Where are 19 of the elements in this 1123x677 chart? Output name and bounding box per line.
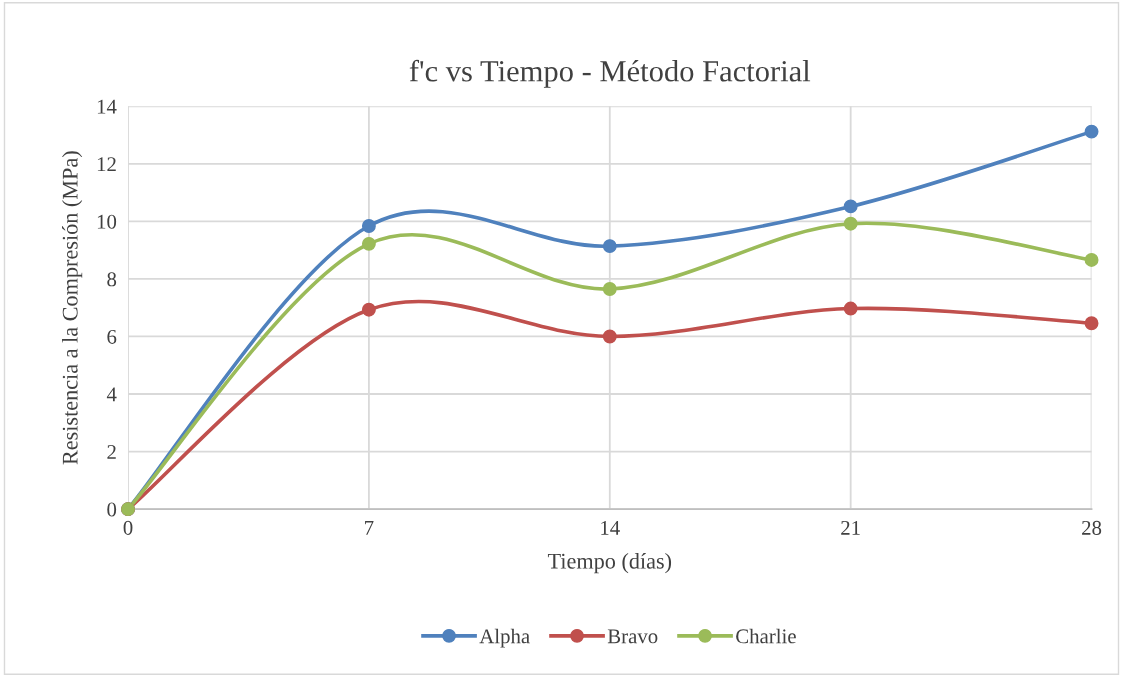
y-tick-label: 2 bbox=[107, 444, 116, 459]
x-axis-title: Tiempo (días) bbox=[547, 553, 672, 574]
y-axis-title: Resistencia a la Compresión (MPa) bbox=[62, 151, 83, 465]
y-tick-label: 12 bbox=[97, 157, 116, 172]
y-tick-label: 14 bbox=[97, 99, 117, 114]
y-tick-label: 4 bbox=[106, 387, 117, 402]
x-tick-label: 7 bbox=[365, 521, 374, 535]
y-tick-label: 10 bbox=[97, 214, 117, 229]
y-tick-label: 6 bbox=[107, 329, 117, 344]
legend-label: Alpha bbox=[479, 628, 530, 648]
y-tick-label: 0 bbox=[107, 502, 117, 517]
y-tick-label: 8 bbox=[107, 272, 117, 287]
legend-label: Bravo bbox=[607, 629, 658, 644]
x-tick-label: 0 bbox=[123, 520, 133, 535]
legend-label: Charlie bbox=[736, 628, 796, 644]
x-tick-label: 14 bbox=[601, 520, 620, 535]
x-tick-label: 21 bbox=[841, 520, 860, 535]
chart-title: f'c vs Tiempo - Método Factorial bbox=[409, 59, 811, 88]
x-tick-label: 28 bbox=[1082, 520, 1102, 535]
